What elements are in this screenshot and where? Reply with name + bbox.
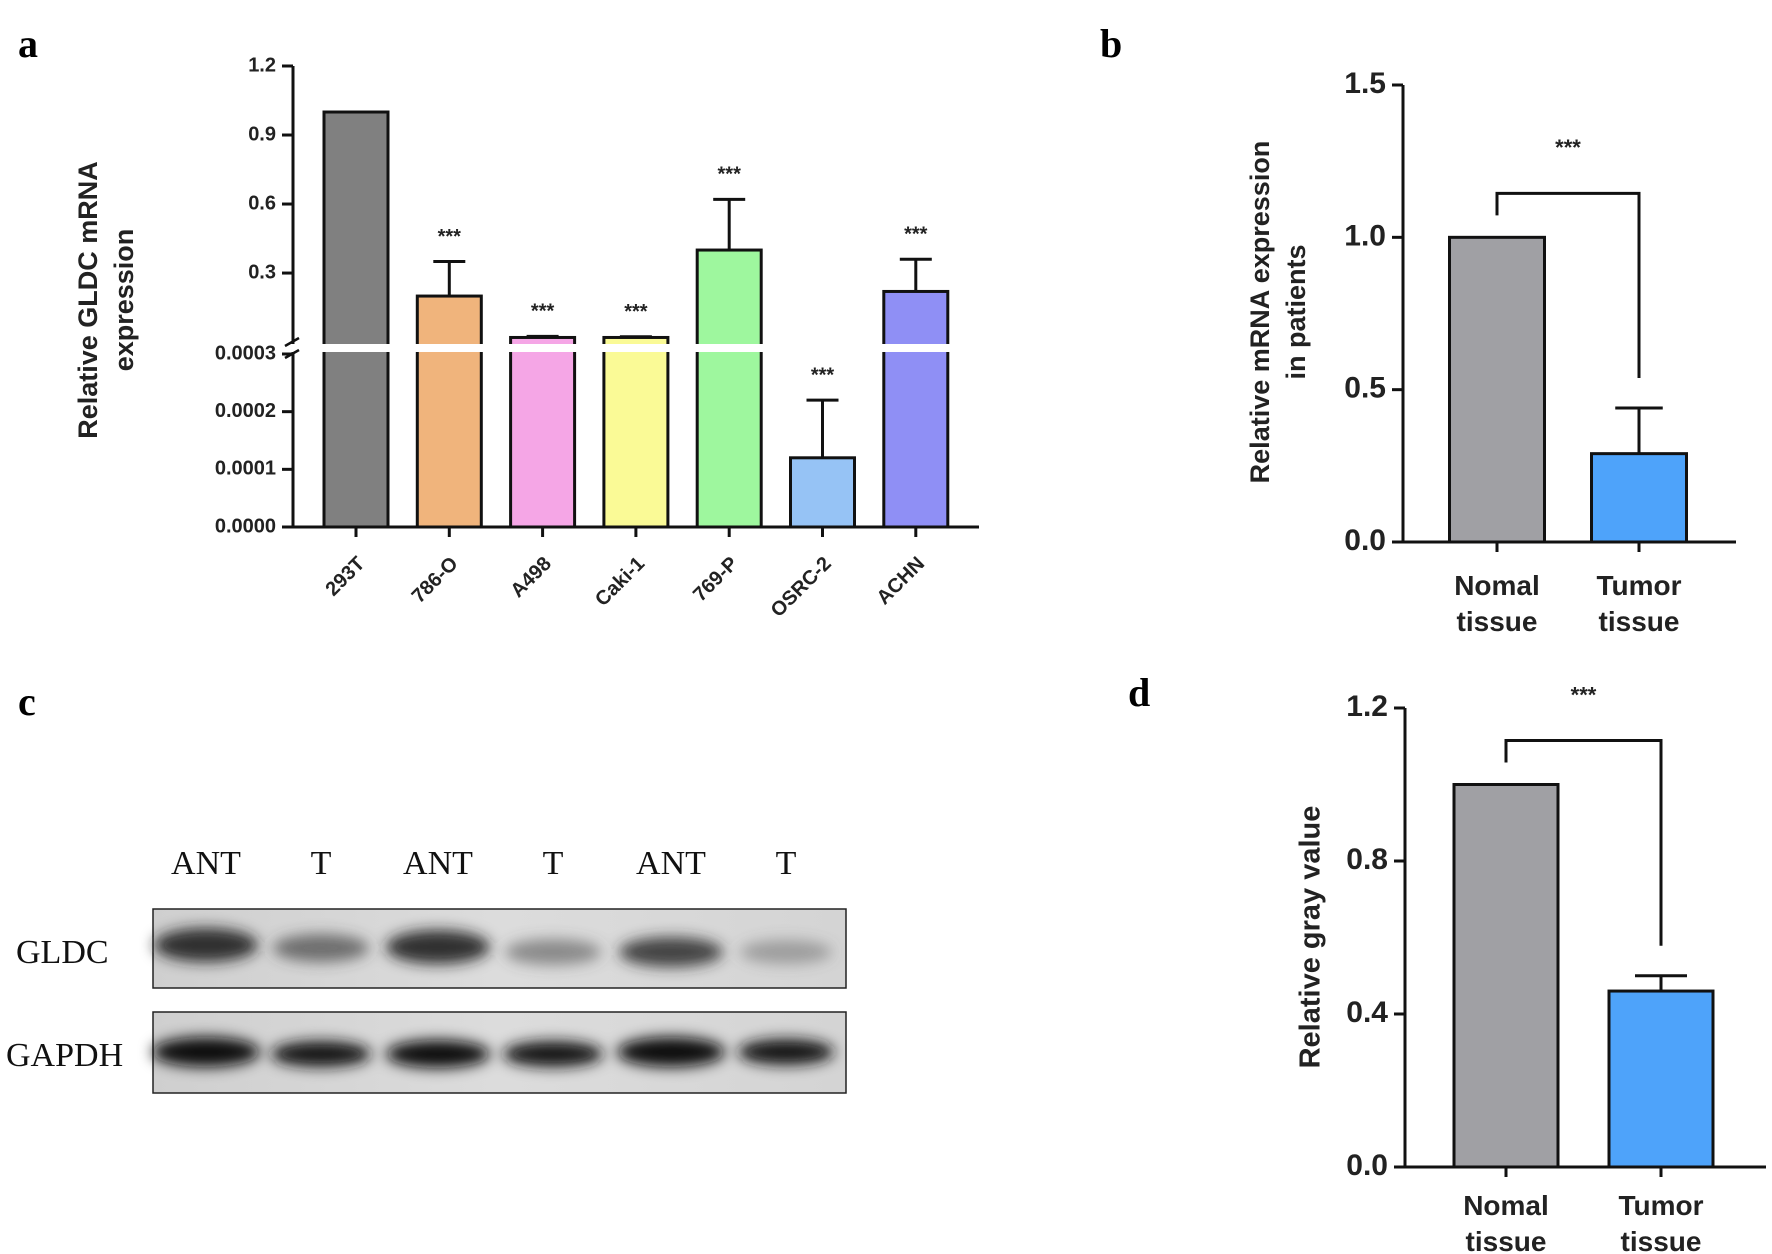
x-tick-label: ACHN xyxy=(873,553,929,609)
y-axis-label: Relative mRNA expression xyxy=(1245,141,1275,484)
blot-bands xyxy=(152,928,834,1068)
y-tick-label: 0.0000 xyxy=(215,515,276,537)
bar xyxy=(322,110,390,529)
bar xyxy=(695,248,763,529)
bar xyxy=(1452,783,1560,1169)
y-tick-label: 1.2 xyxy=(248,54,276,76)
y-tick-label: 1.2 xyxy=(1346,690,1388,723)
error-bar xyxy=(1615,406,1663,454)
axis-break-mark xyxy=(284,336,300,360)
y-tick-label: 0.8 xyxy=(1346,843,1388,876)
panel-letter: c xyxy=(18,679,36,724)
error-bar xyxy=(433,260,466,297)
x-tick-label: Tumor tissue xyxy=(1618,1190,1704,1254)
y-axis-label: Relative GLDC mRNA xyxy=(73,161,103,439)
y-tick-label: 0.0001 xyxy=(215,458,276,480)
lane-label: ANT xyxy=(636,845,706,882)
bar xyxy=(789,456,856,529)
significance-label: *** xyxy=(624,301,648,323)
significance-label: *** xyxy=(1555,135,1581,160)
y-axis-label: expression xyxy=(109,229,139,372)
x-tick-label: OSRC-2 xyxy=(767,553,836,622)
bar-chart: 0.0000 0.0001 0.0002 0.0003 0.3 0.6 0.9 1.2 293T… xyxy=(73,54,981,622)
bar xyxy=(602,335,670,529)
y-axis-label: Relative gray value xyxy=(1295,806,1327,1069)
lane-label: T xyxy=(543,845,564,882)
significance-label: *** xyxy=(1571,682,1597,707)
y-tick-label: 0.5 xyxy=(1344,372,1386,405)
x-tick-label: Nomal tissue xyxy=(1454,570,1540,637)
x-tick-label: 769-P xyxy=(689,553,742,606)
y-tick-label: 0.3 xyxy=(248,261,276,283)
blot-frame xyxy=(152,1011,847,1094)
bar xyxy=(415,294,483,529)
lane-label: ANT xyxy=(403,845,473,882)
significance-bracket xyxy=(1495,191,1641,378)
error-bar xyxy=(1635,974,1687,992)
x-tick-label: A498 xyxy=(507,553,556,602)
x-tick-label: Nomal tissue xyxy=(1463,1190,1549,1254)
significance-label: *** xyxy=(438,226,462,248)
y-tick-label: 0.0002 xyxy=(215,400,276,422)
error-bar xyxy=(899,257,932,292)
x-tick-label: 293T xyxy=(321,553,369,601)
significance-label: *** xyxy=(904,224,928,246)
blot-frame xyxy=(152,908,847,989)
error-bar xyxy=(619,335,652,339)
error-bar xyxy=(526,334,559,338)
error-bar xyxy=(806,398,839,458)
x-tick-label: Caki-1 xyxy=(591,553,649,611)
panel-letter: d xyxy=(1128,670,1150,715)
row-label: GAPDH xyxy=(6,1037,123,1074)
bar xyxy=(1590,452,1688,544)
y-tick-label: 1.5 xyxy=(1344,67,1386,100)
y-tick-label: 0.0 xyxy=(1344,524,1386,557)
y-tick-label: 0.6 xyxy=(248,192,276,214)
bar-chart: 0.0 0.4 0.8 1.2 *** Relative gray value xyxy=(1295,682,1766,1182)
panel-letter: a xyxy=(18,21,38,66)
y-tick-label: 0.0 xyxy=(1346,1149,1388,1182)
western-blot xyxy=(152,908,847,1094)
bar xyxy=(882,289,950,529)
panel-letter: b xyxy=(1100,21,1122,66)
x-tick-label: Tumor tissue xyxy=(1596,570,1682,637)
lane-label: T xyxy=(311,845,332,882)
significance-bracket xyxy=(1504,739,1663,946)
x-tick-label: 786-O xyxy=(408,553,463,608)
axis-break xyxy=(281,344,981,352)
error-bar xyxy=(713,197,746,251)
y-tick-label: 0.9 xyxy=(248,123,276,145)
y-tick-label: 0.0003 xyxy=(215,342,276,364)
bar xyxy=(1448,235,1546,544)
significance-label: *** xyxy=(718,164,742,186)
significance-label: *** xyxy=(531,301,555,323)
lane-label: T xyxy=(776,845,797,882)
y-axis-label: in patients xyxy=(1281,244,1311,379)
y-tick-label: 0.4 xyxy=(1346,996,1388,1029)
bar-chart: 0.0 0.5 1.0 1.5 *** Relative mRNA expression i… xyxy=(1245,67,1736,557)
bar xyxy=(1607,989,1715,1169)
y-tick-label: 1.0 xyxy=(1344,219,1386,252)
bar xyxy=(509,335,577,529)
significance-label: *** xyxy=(811,364,835,386)
lane-label: ANT xyxy=(171,845,241,882)
row-label: GLDC xyxy=(16,934,109,971)
